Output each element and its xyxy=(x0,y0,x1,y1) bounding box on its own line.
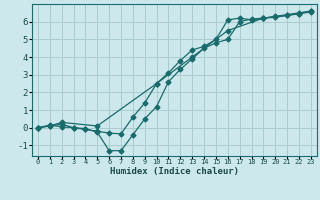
X-axis label: Humidex (Indice chaleur): Humidex (Indice chaleur) xyxy=(110,167,239,176)
